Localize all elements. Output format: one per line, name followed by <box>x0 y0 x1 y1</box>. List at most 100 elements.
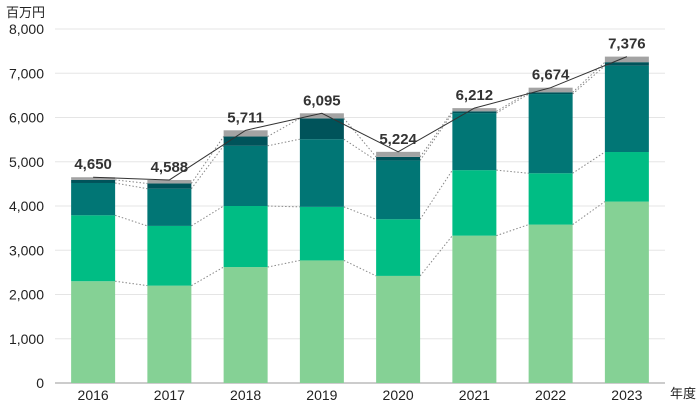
bar-segment <box>223 130 268 137</box>
bar-segment <box>147 225 192 286</box>
bar-segment <box>376 156 421 161</box>
bar-segment <box>376 160 421 220</box>
bar-segment <box>299 118 344 140</box>
total-trend-line <box>93 56 628 181</box>
bar-segment <box>299 260 344 383</box>
segment-connector <box>496 224 529 237</box>
y-axis-unit-label: 百万円 <box>6 5 45 20</box>
segment-connector <box>572 61 606 93</box>
bar-layer <box>71 56 649 383</box>
bar-segment <box>604 152 649 202</box>
total-label: 7,376 <box>608 36 646 53</box>
bar-segment <box>299 206 344 261</box>
x-tick-label: 2023 <box>611 387 642 403</box>
bar-segment <box>528 173 573 225</box>
bar-segment <box>528 94 573 174</box>
segment-connector <box>419 169 453 220</box>
bar-segment <box>223 145 268 206</box>
bar-segment <box>147 285 192 383</box>
segment-connector <box>419 112 453 161</box>
segment-connector <box>572 65 606 95</box>
segment-connector <box>496 169 529 174</box>
bar-segment <box>604 201 649 383</box>
segment-connector <box>191 205 224 227</box>
x-tick-label: 2017 <box>154 387 185 403</box>
x-tick-label: 2016 <box>78 387 109 403</box>
x-tick-label: 2021 <box>459 387 490 403</box>
bar-segment <box>299 139 344 207</box>
y-tick-label: 7,000 <box>9 65 44 81</box>
segment-connector <box>191 266 224 287</box>
bar-segment <box>604 62 649 66</box>
segment-connector <box>343 118 377 158</box>
grid-layer <box>55 28 665 384</box>
bar-segment <box>452 235 497 383</box>
bar-segment <box>528 87 573 93</box>
y-tick-label: 5,000 <box>9 154 44 170</box>
segment-connector <box>115 182 148 190</box>
segment-connector <box>343 206 377 220</box>
segment-connector <box>267 259 300 268</box>
segment-connector <box>267 138 300 147</box>
bar-segment <box>528 224 573 383</box>
y-tick-label: 0 <box>36 375 44 391</box>
bar-segment <box>452 108 497 112</box>
segment-connector <box>496 93 529 114</box>
total-label: 4,650 <box>74 156 112 173</box>
label-layer: 0 1,000 2,000 3,000 4,000 5,000 6,000 7,000 8,00… <box>9 21 646 403</box>
x-tick-label: 2022 <box>535 387 566 403</box>
x-axis-unit-label: 年度 <box>670 386 696 401</box>
total-label: 5,711 <box>227 109 264 126</box>
y-tick-label: 6,000 <box>9 110 44 126</box>
segment-connector <box>114 214 148 227</box>
segment-connector <box>267 117 301 137</box>
bar-segment <box>376 151 421 157</box>
bar-segment <box>452 111 497 114</box>
bar-segment <box>71 281 116 383</box>
y-tick-label: 1,000 <box>9 331 44 347</box>
y-tick-label: 8,000 <box>9 21 44 37</box>
bar-segment <box>604 56 649 63</box>
bar-segment <box>528 92 573 95</box>
bar-segment <box>376 275 421 383</box>
bar-segment <box>71 215 116 282</box>
bar-segment <box>604 65 649 153</box>
segment-connector <box>419 111 453 158</box>
y-tick-label: 3,000 <box>9 242 44 258</box>
segment-connector <box>572 151 606 174</box>
bar-segment <box>71 179 116 183</box>
bar-segment <box>223 206 268 268</box>
bar-segment <box>147 188 192 226</box>
bar-segment <box>223 136 268 146</box>
x-tick-label: 2018 <box>230 387 261 403</box>
segment-connector <box>496 91 529 112</box>
x-tick-label: 2020 <box>383 387 414 403</box>
total-label: 6,212 <box>456 87 494 104</box>
segment-connector <box>190 145 225 190</box>
bar-segment <box>299 113 344 119</box>
bar-segment <box>147 179 192 184</box>
y-tick-label: 2,000 <box>9 287 44 303</box>
segment-connector <box>343 259 377 277</box>
bar-segment <box>376 219 421 276</box>
segment-connector <box>572 201 606 225</box>
connector-layer <box>114 61 606 287</box>
total-label: 6,674 <box>532 67 570 84</box>
bar-segment <box>452 113 497 171</box>
y-tick-label: 4,000 <box>9 198 44 214</box>
bar-segment <box>71 177 116 180</box>
total-label: 4,588 <box>151 159 189 176</box>
segment-connector <box>115 179 148 184</box>
bar-segment <box>71 182 116 216</box>
total-line-layer <box>93 56 628 181</box>
total-label: 6,095 <box>303 92 341 109</box>
segment-connector <box>115 280 148 287</box>
segment-connector <box>190 136 225 184</box>
bar-segment <box>223 267 268 383</box>
bar-segment <box>147 183 192 189</box>
segment-connector <box>343 138 377 161</box>
total-label: 5,224 <box>379 131 417 148</box>
bar-segment <box>452 170 497 236</box>
